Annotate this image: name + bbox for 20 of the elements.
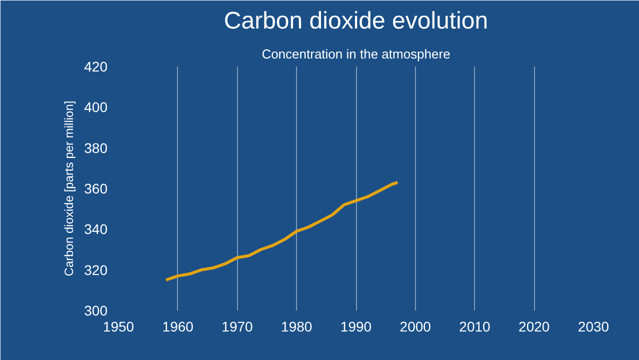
y-axis-title: Carbon dioxide [parts per million] [62, 100, 76, 276]
line-series [164, 180, 400, 282]
y-tick-label: 340 [84, 221, 108, 238]
y-tick-label: 300 [84, 302, 108, 318]
y-tick-label: 360 [84, 180, 108, 196]
x-tick-label: 2030 [578, 318, 610, 334]
x-tick-label: 1960 [162, 318, 194, 334]
y-tick-label: 380 [84, 140, 108, 156]
x-tick-label: 2000 [400, 318, 432, 334]
y-tick-label: 420 [84, 58, 108, 74]
x-tick-label: 1950 [102, 318, 134, 334]
y-tick-label: 320 [84, 262, 108, 278]
x-tick-label: 1990 [340, 318, 372, 334]
x-tick-label: 1980 [281, 318, 312, 334]
y-tick-label: 400 [84, 99, 108, 116]
x-tick-label: 1970 [222, 318, 254, 334]
x-tick-label: 2010 [459, 318, 491, 334]
chart-title: Carbon dioxide evolution [224, 8, 488, 34]
x-tick-label: 2020 [518, 318, 550, 334]
chart-subtitle: Concentration in the atmosphere [262, 46, 450, 62]
